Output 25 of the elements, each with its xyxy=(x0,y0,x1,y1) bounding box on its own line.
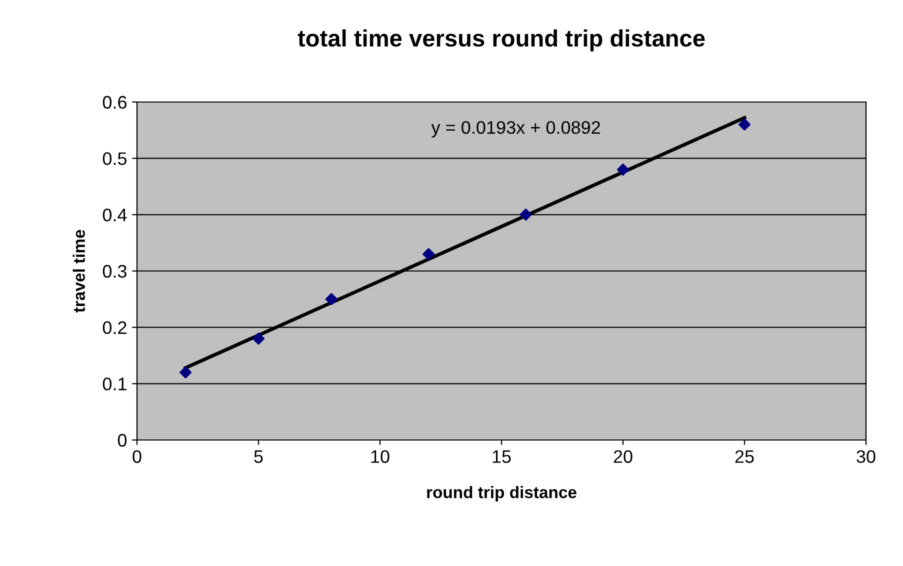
point xyxy=(325,293,338,306)
y-tick-label: 0.1 xyxy=(102,378,126,390)
x-tick-label: 25 xyxy=(735,450,754,463)
point xyxy=(520,208,532,221)
x-tick-label: 5 xyxy=(254,450,263,463)
point xyxy=(422,248,435,260)
y-tick-label: 0.6 xyxy=(102,96,126,109)
x-tick-label: 10 xyxy=(371,450,390,463)
chart-title: total time versus round trip distance xyxy=(298,29,705,52)
annotation: y = 0.0193x + 0.0892 xyxy=(431,121,600,138)
y-tick-label: 0.5 xyxy=(102,152,127,166)
y-tick-label: 0.4 xyxy=(102,208,127,222)
point xyxy=(180,366,192,378)
y-axis-title: travel time xyxy=(72,230,85,312)
y-tick-label: 0.3 xyxy=(102,264,126,278)
x-tick-label: 20 xyxy=(614,450,632,463)
point xyxy=(738,118,751,131)
point xyxy=(616,164,630,176)
x-tick-label: 0 xyxy=(132,450,142,463)
y-tick-label: 0.2 xyxy=(102,321,126,334)
y-tick-label: 0 xyxy=(118,434,127,447)
x-tick-label: 15 xyxy=(492,450,511,463)
x-axis-title: round trip distance xyxy=(427,486,576,502)
x-tick-label: 30 xyxy=(856,450,876,463)
point xyxy=(252,332,265,345)
